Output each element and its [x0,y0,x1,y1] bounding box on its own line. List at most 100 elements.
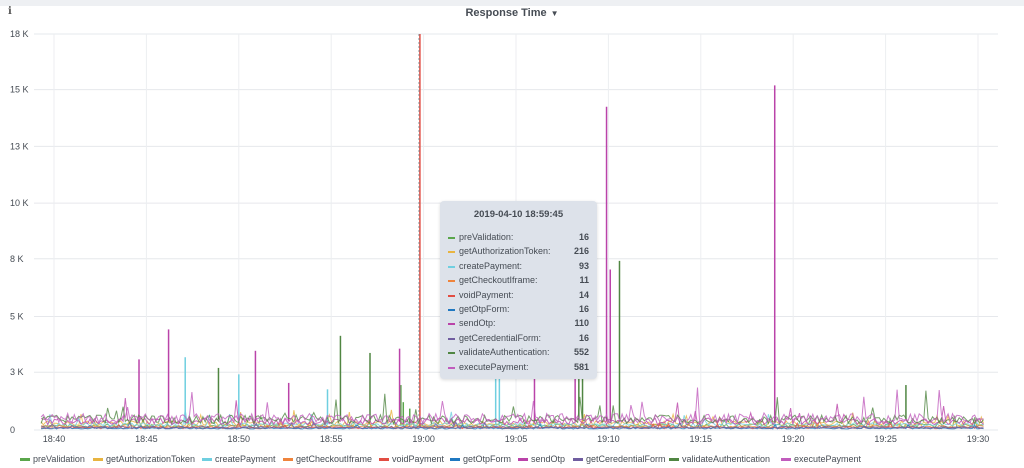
series-getCeredentialForm [40,420,984,430]
panel-title-text: Response Time [465,7,547,19]
series-swatch [448,251,455,254]
legend-swatch [781,458,791,461]
tooltip-series-value: 16 [578,304,589,314]
tooltip-series-name: sendOtp: [459,318,496,329]
legend-label: sendOtp [531,454,566,464]
x-tick-label: 19:15 [690,434,713,444]
hover-tooltip: 2019-04-10 18:59:45 preValidation: 16 getA… [440,201,597,379]
tooltip-series-value: 14 [578,289,589,300]
tooltip-series-name: getAuthorizationToken: [459,246,551,257]
tooltip-row: createPayment: 93 [448,259,589,273]
y-tick-label: 8 K [10,254,24,264]
y-tick-label: 3 K [10,367,24,377]
x-tick-label: 19:20 [782,434,805,444]
series-swatch [448,352,455,355]
chart-legend: preValidation getAuthorizationToken create… [0,448,1024,468]
series-swatch [448,337,455,340]
x-tick-label: 19:25 [874,434,897,444]
legend-swatch [202,458,212,461]
series-swatch [448,237,455,239]
tooltip-row: validateAuthentication: 552 [448,345,589,359]
tooltip-series-value: 93 [578,260,589,271]
x-tick-label: 19:00 [412,434,435,444]
info-icon[interactable]: i [8,6,12,17]
series-executePayment [40,387,984,425]
tooltip-series-name: getOtpForm: [459,304,510,314]
tooltip-row: voidPayment: 14 [448,288,589,302]
legend-swatch [573,458,583,461]
series-swatch [448,265,455,268]
tooltip-series-value: 552 [573,347,589,358]
series-line [40,390,984,426]
series-sendOtp [40,85,984,427]
tooltip-series-name: getCeredentialForm: [459,332,542,343]
tooltip-row: getAuthorizationToken: 216 [448,244,589,258]
legend-swatch [518,458,528,461]
y-tick-label: 15 K [10,85,29,95]
chart-grid [34,33,998,431]
tooltip-series-value: 11 [579,275,589,286]
y-axis: 0 3 K 5 K 8 K 10 K 13 K 15 K 18 K [10,29,29,435]
chart-series [40,34,984,430]
legend-label: getOtpForm [463,454,512,464]
legend-label: getCeredentialForm [586,454,666,464]
x-axis: 18:40 18:45 18:50 18:55 19:00 19:05 19:10 19:15… [43,434,990,444]
legend-label: getCheckoutIframe [296,454,373,464]
x-tick-label: 19:10 [597,434,620,444]
y-tick-label: 13 K [10,141,29,151]
x-tick-label: 18:55 [320,434,343,444]
legend-swatch [283,458,293,461]
series-line [40,409,984,428]
legend-swatch [450,458,460,461]
series-line [40,397,984,427]
series-swatch [448,366,455,369]
tooltip-series-name: validateAuthentication: [459,347,550,358]
series-line [40,420,984,430]
tooltip-series-value: 581 [573,361,589,372]
x-tick-label: 18:40 [43,434,66,444]
legend-swatch [20,458,30,461]
x-tick-label: 18:50 [228,434,251,444]
tooltip-series-value: 16 [578,332,589,343]
legend-label: executePayment [794,454,862,464]
series-line [40,387,984,425]
tooltip-series-name: getCheckoutIframe: [459,275,538,286]
x-tick-label: 18:45 [135,434,158,444]
tooltip-series-name: preValidation: [459,232,514,242]
panel-title[interactable]: Response Time ▼ [0,7,1024,19]
y-tick-label: 18 K [10,29,29,39]
tooltip-row: getCeredentialForm: 16 [448,331,589,345]
tooltip-series-name: executePayment: [459,361,529,372]
legend-swatch [379,458,389,461]
y-tick-label: 0 [10,425,15,435]
x-tick-label: 19:05 [505,434,528,444]
tooltip-row: preValidation: 16 [448,230,589,244]
tooltip-row: getOtpForm: 16 [448,302,589,316]
tooltip-row: sendOtp: 110 [448,316,589,330]
legend-swatch [93,458,103,461]
tooltip-time: 2019-04-10 18:59:45 [473,209,564,220]
legend-label: createPayment [215,454,276,464]
legend-label: validateAuthentication [682,454,771,464]
y-tick-label: 5 K [10,312,24,322]
tooltip-series-value: 110 [574,318,589,329]
legend-label: getAuthorizationToken [106,454,196,464]
series-getAuthorizationToken [40,409,984,428]
tooltip-series-name: voidPayment: [459,289,514,300]
tooltip-series-value: 216 [573,246,589,257]
tooltip-row: getCheckoutIframe: 11 [448,273,589,287]
tooltip-series-name: createPayment: [459,260,523,271]
series-swatch [448,309,455,311]
legend-label: preValidation [33,454,85,464]
x-tick-label: 19:30 [967,434,990,444]
series-swatch [448,280,455,283]
legend-label: voidPayment [392,454,445,464]
tooltip-series-value: 16 [578,232,589,242]
series-swatch [448,294,455,297]
y-tick-label: 10 K [10,198,29,208]
chevron-down-icon: ▼ [550,9,559,18]
legend-swatch [669,458,679,461]
tooltip-row: executePayment: 581 [448,360,589,374]
series-swatch [448,323,455,326]
